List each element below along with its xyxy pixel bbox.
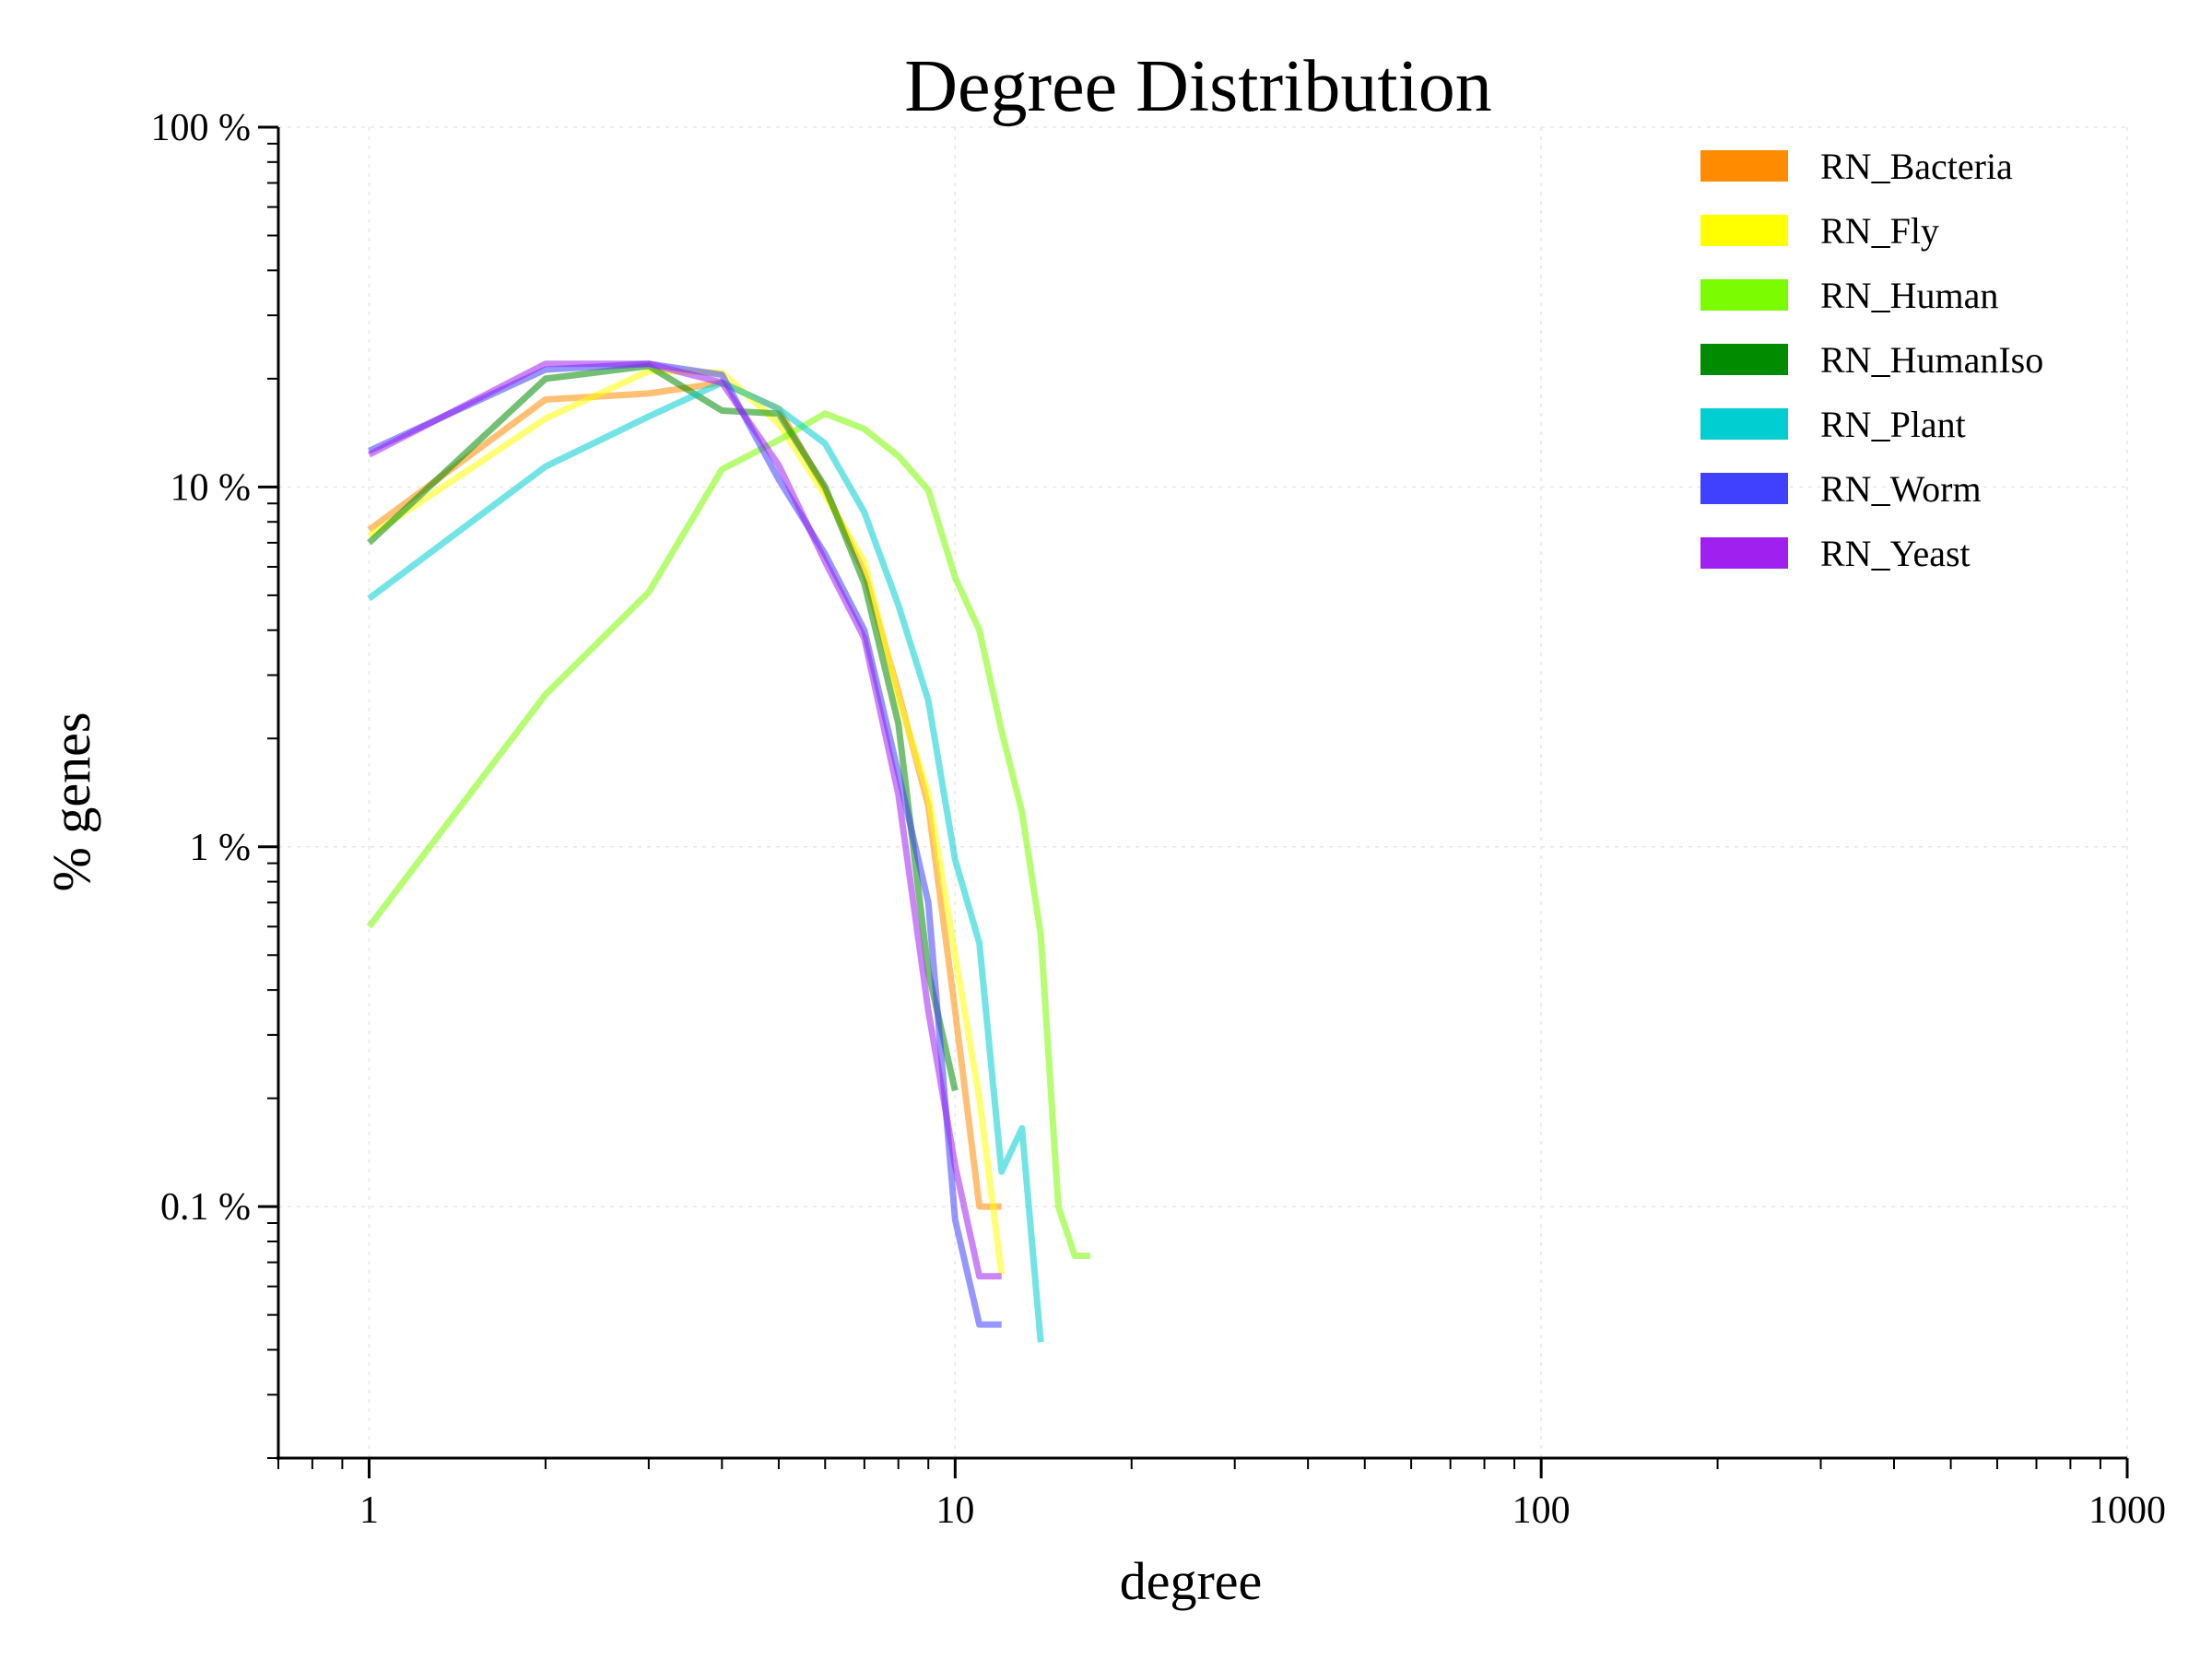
legend-label: RN_Bacteria (1820, 146, 2013, 187)
y-tick-label: 10 % (171, 466, 252, 509)
legend-swatch (1700, 150, 1788, 182)
legend-item: RN_Fly (1700, 210, 1939, 252)
legend-swatch (1700, 279, 1788, 311)
legend-item: RN_Human (1700, 275, 1998, 316)
legend-label: RN_Yeast (1820, 533, 1971, 574)
legend-item: RN_HumanIso (1700, 339, 2043, 381)
legend-item: RN_Yeast (1700, 533, 1971, 574)
x-tick-label: 1000 (2088, 1489, 2166, 1532)
legend-swatch (1700, 408, 1788, 440)
legend-swatch (1700, 344, 1788, 375)
x-tick-label: 100 (1512, 1489, 1571, 1532)
legend-swatch (1700, 473, 1788, 504)
series-line-rn-human (366, 410, 1090, 1259)
x-axis-label: degree (1120, 1551, 1263, 1611)
y-tick-label: 1 % (190, 827, 252, 869)
x-tick-label: 1 (359, 1489, 379, 1532)
y-axis-label: % genes (41, 712, 101, 892)
legend-item: RN_Plant (1700, 404, 1966, 445)
legend-item: RN_Worm (1700, 468, 1982, 510)
legend: RN_Bacteria RN_Fly RN_Human RN_HumanIso RN_P… (1700, 146, 2043, 574)
grid (278, 126, 2128, 1458)
legend-label: RN_Human (1820, 275, 1998, 316)
x-tick-label: 10 (935, 1489, 974, 1532)
chart-title: Degree Distribution (904, 46, 1492, 127)
legend-label: RN_HumanIso (1820, 339, 2043, 381)
legend-swatch (1700, 537, 1788, 569)
y-tick-label: 100 % (151, 107, 252, 149)
series-line-rn-plant (367, 379, 1044, 1343)
legend-item: RN_Bacteria (1700, 146, 2013, 187)
series-line-rn-yeast (367, 360, 1002, 1280)
axes: 1 10 100 1000 100 % 10 % 1 % 0.1 % (151, 107, 2167, 1532)
plot-series (366, 360, 1090, 1343)
legend-label: RN_Worm (1820, 468, 1982, 510)
legend-label: RN_Plant (1820, 404, 1966, 445)
y-tick-label: 0.1 % (160, 1186, 251, 1229)
legend-label: RN_Fly (1820, 210, 1939, 252)
legend-swatch (1700, 215, 1788, 246)
